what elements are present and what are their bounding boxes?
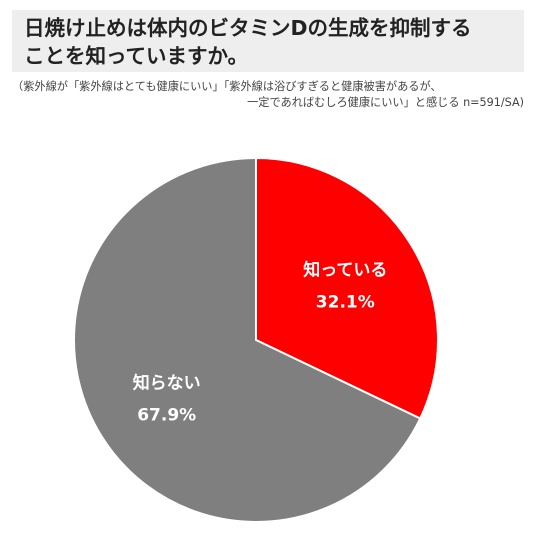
pie-slice-2 [73,156,422,523]
title-box: 日焼け止めは体内のビタミンDの生成を抑制する ことを知っていますか。 [12,10,524,72]
sample-note-line-1: （紫外線が「紫外線はとても健康にいい」「紫外線は浴びすぎると健康被害があるが、 [12,80,442,93]
chart-title-line-1: 日焼け止めは体内のビタミンDの生成を抑制する [24,16,472,40]
pie-slices [73,156,439,523]
pie-labels: 知っている 32.1% 知らない 67.9% [132,260,388,426]
pie-slice-1 [255,156,439,420]
sample-note-line-2: 一定であればむしろ健康にいい」と感じる n=591/SA) [247,96,524,109]
pie-slice-1-label: 知っている [302,260,387,281]
pie-slice-1-value: 32.1% [316,293,375,313]
chart-title-line-2: ことを知っていますか。 [24,44,249,68]
pie-slice-2-label: 知らない [132,372,201,393]
pie-slice-2-value: 67.9% [137,405,196,425]
